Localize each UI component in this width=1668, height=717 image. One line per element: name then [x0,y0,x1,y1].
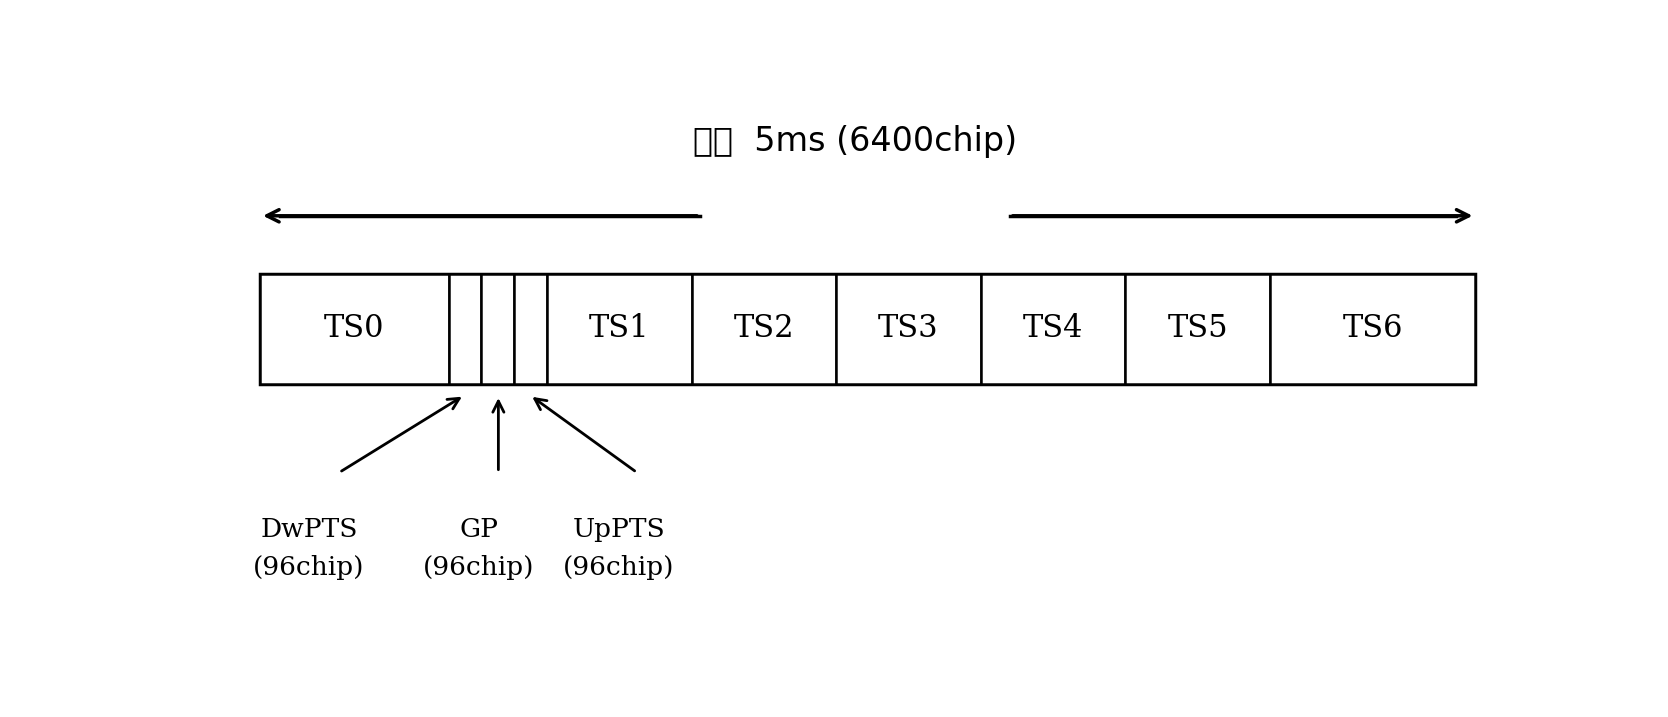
Bar [449,274,482,384]
Bar [482,274,514,384]
Bar [692,274,836,384]
Text: GP: GP [459,517,499,541]
Text: (96chip): (96chip) [562,555,674,580]
Text: UpPTS: UpPTS [572,517,666,541]
Bar [260,274,449,384]
Text: TS5: TS5 [1168,313,1228,344]
Text: 子帧  5ms (6400chip): 子帧 5ms (6400chip) [692,125,1017,158]
Text: DwPTS: DwPTS [260,517,357,541]
Bar [514,274,547,384]
Text: TS2: TS2 [734,313,794,344]
Text: TS1: TS1 [589,313,649,344]
Bar [1269,274,1475,384]
Bar [836,274,981,384]
Text: (96chip): (96chip) [424,555,535,580]
Bar [981,274,1126,384]
Text: (96chip): (96chip) [254,555,365,580]
Bar [547,274,692,384]
Text: TS3: TS3 [877,313,939,344]
Bar [1126,274,1269,384]
Text: TS0: TS0 [324,313,385,344]
Text: TS6: TS6 [1343,313,1403,344]
Text: TS4: TS4 [1022,313,1083,344]
Bar [260,274,1475,384]
